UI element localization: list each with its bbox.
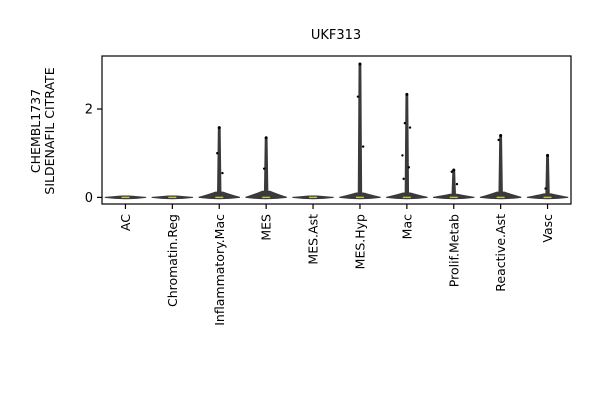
violin-vasc [526,153,569,200]
x-tick-label-mes-hyp: MES.Hyp [352,214,367,269]
plot-frame [101,55,572,205]
x-tick-label-chromatin-reg: Chromatin.Reg [165,214,180,307]
violin-prolif-metab [433,168,475,200]
y-tick-label: 0 [85,191,93,206]
max-point [217,126,221,130]
x-tick-label-mac: Mac [399,214,414,239]
outlier-point [402,177,405,181]
violin-body [245,190,287,200]
max-point [499,134,503,138]
x-tick-label-prolif-metab: Prolif.Metab [446,214,461,287]
violin-inflammatory-mac [198,126,241,200]
max-point [546,153,550,157]
max-point [452,168,456,172]
outlier-point [455,182,459,186]
violin-body [339,192,381,200]
chart-title: UKF313 [311,28,361,43]
violin-spike [404,94,410,194]
violin-spike [451,169,456,195]
max-point [405,92,409,96]
outlier-point [216,151,219,155]
x-tick-label-ac: AC [118,214,133,231]
violin-spike [357,63,363,194]
x-tick-label-mes-ast: MES.Ast [306,214,321,265]
violin-mes [245,136,287,200]
y-axis-ticks: 02 [85,103,102,206]
violin-layer [104,62,569,200]
violin-body [479,191,522,200]
violin-reactive-ast [479,134,522,200]
outlier-point [497,138,500,142]
outlier-point [262,167,266,170]
violin-spike [217,127,222,193]
outlier-point [408,126,412,129]
violin-body [198,191,241,200]
y-axis-label-line-2: SILDENAFIL CITRATE [42,67,57,194]
x-tick-label-vasc: Vasc [540,214,555,243]
y-tick-label: 2 [85,103,93,118]
violin-mes-hyp [339,62,381,200]
x-tick-label-reactive-ast: Reactive.Ast [493,214,508,292]
violin-ac [104,195,147,200]
outlier-point [356,95,360,98]
max-point [264,136,268,140]
violin-mac [386,92,428,200]
x-tick-label-mes: MES [259,214,274,241]
violin-spike [263,137,269,192]
violin-body [526,193,569,200]
max-point [358,62,362,66]
outlier-point [407,166,411,169]
y-axis-label-line-1: CHEMBL1737 [28,89,43,173]
x-axis-ticks: AC Chromatin.Reg Inflammatory.Mac MES MES.As… [118,204,555,326]
outlier-point [401,154,404,157]
x-tick-label-inflammatory-mac: Inflammatory.Mac [212,214,227,326]
outlier-point [450,170,453,173]
outlier-point [221,171,224,175]
violin-chromatin-reg [151,195,194,200]
outlier-point [544,187,547,190]
violin-mes-ast [292,195,334,200]
outlier-point [403,121,407,125]
violin-body [433,193,475,200]
violin-body [386,192,428,200]
violin-spike [498,135,503,193]
outlier-point [361,145,365,148]
